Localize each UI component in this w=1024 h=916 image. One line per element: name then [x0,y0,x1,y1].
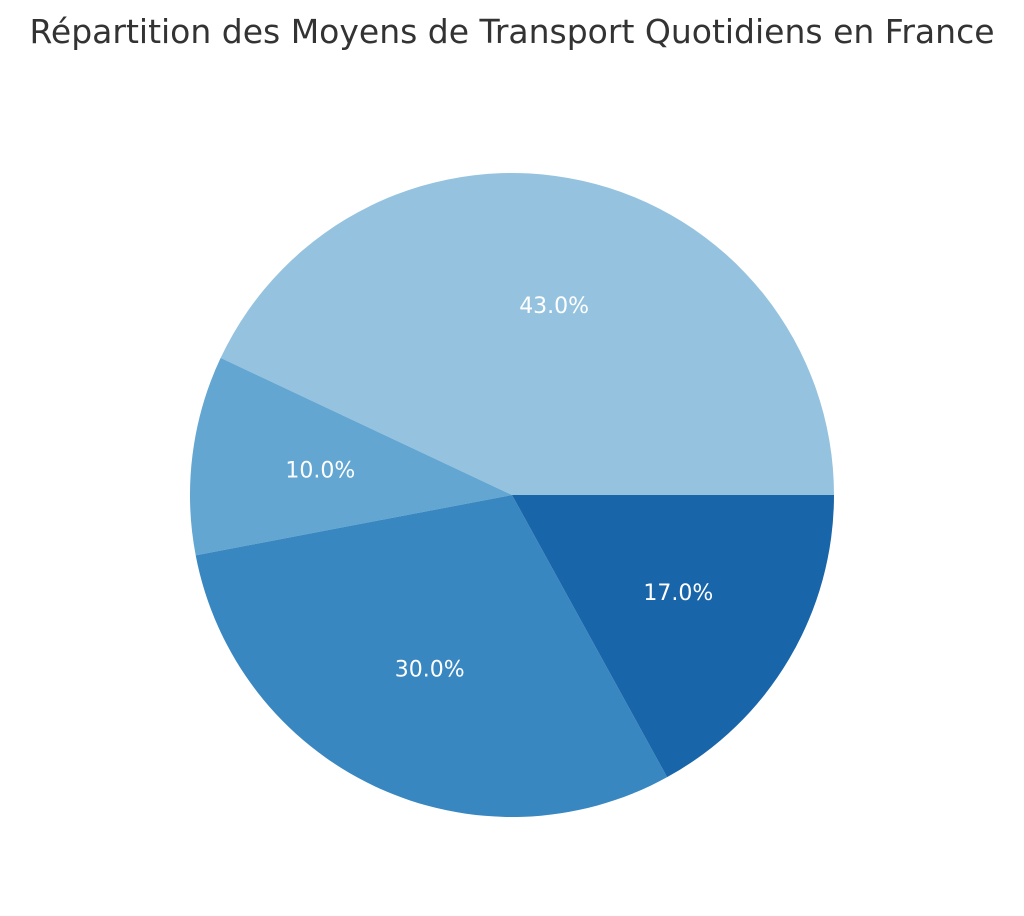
pie-slice-label-1: 10.0% [285,458,355,483]
pie-slice-label-0: 43.0% [519,294,589,319]
pie-labels: 43.0% 10.0% 30.0% 17.0% [285,294,713,682]
pie-slice-0 [220,173,834,495]
pie-slice-2 [195,495,668,818]
pie-slices [190,173,834,818]
pie-slice-label-3: 17.0% [643,581,713,606]
chart-title: Répartition des Moyens de Transport Quot… [29,12,995,51]
pie-slice-3 [512,495,834,778]
pie-slice-label-2: 30.0% [395,657,465,682]
pie-slice-1 [190,357,512,556]
